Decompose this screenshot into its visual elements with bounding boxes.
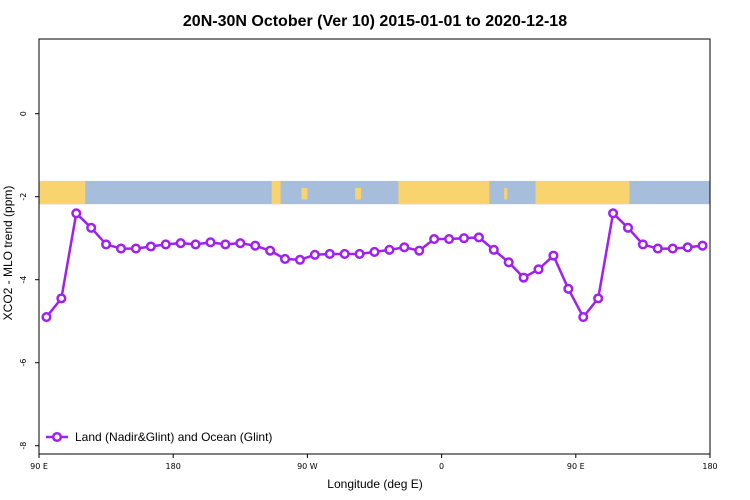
data-point — [71, 208, 82, 219]
plot-frame — [38, 38, 711, 455]
x-axis: 90 E 180 90 W 0 90 E 180 — [30, 454, 718, 471]
data-point — [56, 293, 67, 304]
data-point — [444, 233, 455, 245]
data-point — [503, 257, 514, 268]
data-point — [130, 243, 141, 254]
data-point — [637, 239, 648, 250]
legend-marker — [51, 431, 63, 443]
data-point — [533, 264, 544, 275]
data-point — [593, 293, 604, 304]
series-line — [45, 212, 703, 319]
map-island — [355, 187, 362, 200]
map-land — [39, 180, 86, 205]
data-point — [145, 241, 156, 252]
map-land — [271, 180, 281, 205]
data-point — [429, 233, 440, 245]
data-point — [667, 243, 678, 254]
x-axis-label: Longitude (deg E) — [327, 477, 422, 491]
data-point — [697, 240, 708, 251]
data-point — [175, 238, 186, 249]
data-point — [250, 240, 261, 251]
x-tick-label: 90 E — [567, 462, 585, 471]
data-point — [339, 248, 350, 260]
map-land — [535, 180, 630, 205]
data-point — [473, 232, 484, 243]
data-point — [488, 244, 499, 255]
data-point — [265, 245, 276, 256]
y-tick-label: -6 — [19, 359, 28, 367]
data-point — [115, 243, 127, 254]
data-point — [682, 242, 693, 253]
legend: Land (Nadir&Glint) and Ocean (Glint) — [46, 430, 272, 444]
data-point — [622, 222, 634, 233]
data-point — [369, 246, 380, 257]
series-layer — [41, 208, 708, 323]
data-point — [235, 238, 246, 249]
y-tick-label: -2 — [19, 193, 28, 201]
y-axis: 0 -2 -4 -6 -8 — [19, 111, 39, 450]
data-point — [414, 245, 425, 256]
y-tick-label: -4 — [19, 276, 28, 284]
data-point — [518, 272, 529, 283]
chart-title: 20N-30N October (Ver 10) 2015-01-01 to 2… — [183, 13, 567, 30]
data-point — [190, 239, 201, 250]
data-point — [86, 222, 97, 233]
data-point — [324, 248, 335, 260]
map-island — [301, 187, 308, 200]
data-point — [354, 248, 365, 260]
world-map-strip — [39, 180, 710, 205]
x-tick-label: 0 — [439, 462, 444, 471]
data-point — [578, 312, 589, 323]
data-point — [279, 253, 291, 265]
y-tick-label: 0 — [19, 111, 28, 116]
y-axis-label: XCO2 - MLO trend (ppm) — [1, 186, 15, 321]
legend-label: Land (Nadir&Glint) and Ocean (Glint) — [75, 430, 272, 444]
map-island — [504, 187, 508, 200]
data-point — [384, 244, 395, 255]
data-point — [458, 233, 470, 244]
map-island — [447, 187, 451, 200]
x-tick-label: 90 E — [30, 462, 48, 471]
data-point — [294, 254, 305, 265]
data-point — [652, 243, 663, 254]
data-point — [41, 312, 52, 323]
data-point — [101, 239, 112, 250]
x-tick-label: 180 — [702, 462, 717, 471]
data-point — [220, 239, 231, 250]
data-point — [608, 208, 619, 219]
data-point — [563, 283, 574, 294]
data-point — [309, 249, 320, 260]
data-point — [399, 242, 410, 253]
data-point — [205, 237, 216, 248]
y-tick-label: -8 — [19, 442, 28, 450]
x-tick-label: 180 — [166, 462, 181, 471]
data-point — [160, 239, 171, 250]
data-point — [548, 250, 559, 261]
map-land — [398, 180, 490, 205]
x-tick-label: 90 W — [297, 462, 318, 471]
